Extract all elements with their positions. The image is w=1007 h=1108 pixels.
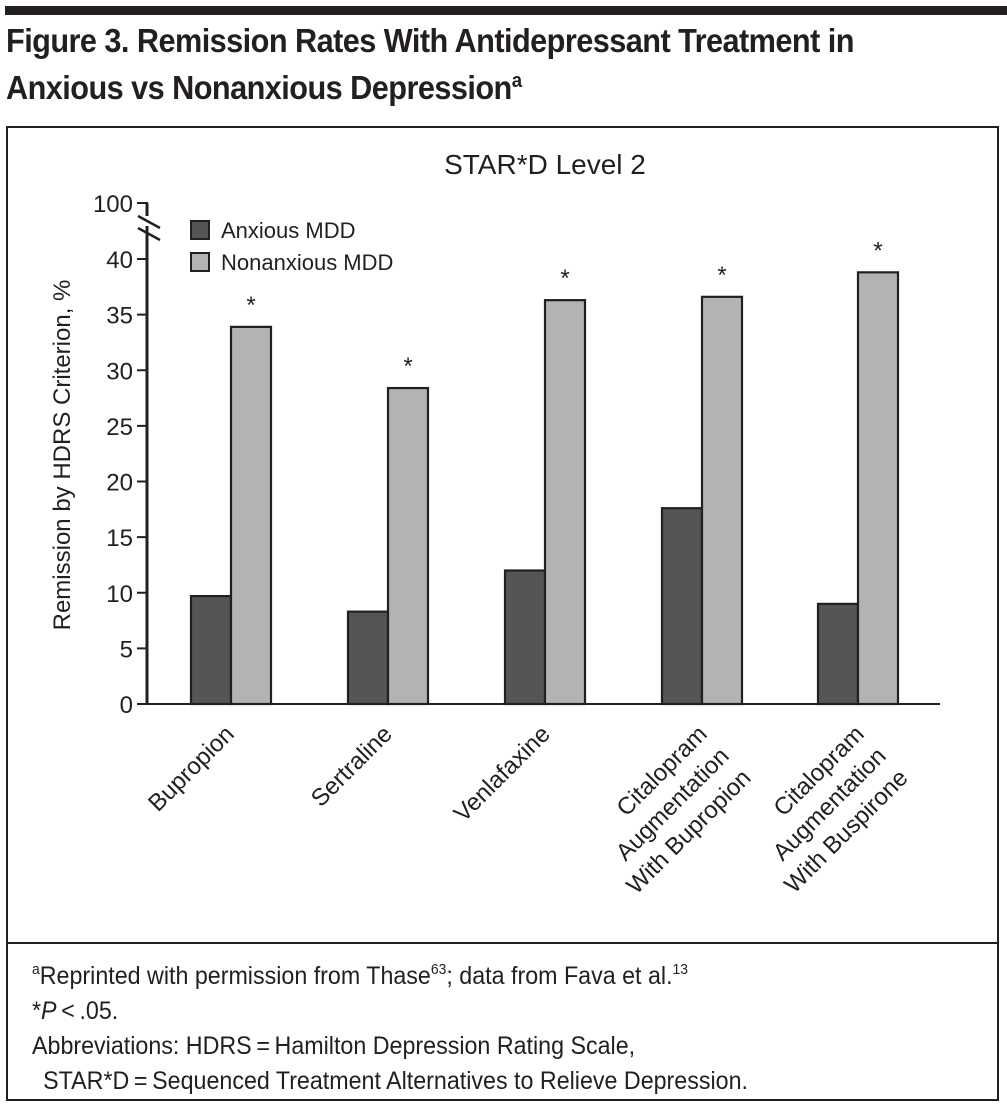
legend-swatch — [190, 220, 210, 240]
figure-frame — [6, 126, 999, 1101]
y-tick-label: 10 — [106, 581, 133, 608]
note-abbreviations: Abbreviations: HDRS = Hamilton Depressio… — [32, 1032, 636, 1060]
axis-break-mark — [137, 214, 161, 230]
bar-nonanxious — [543, 299, 587, 706]
bar-nonanxious — [700, 295, 744, 706]
y-tick-label: 20 — [106, 470, 133, 497]
top-rule — [5, 6, 1007, 15]
bar-anxious — [503, 569, 547, 706]
reference-63: 63 — [430, 961, 447, 978]
x-tick-label-group: Bupropion — [143, 721, 239, 817]
figure-title: Figure 3. Remission Rates With Antidepre… — [6, 20, 927, 108]
bars: * * * * * — [189, 237, 900, 706]
significance-marker: * — [717, 262, 726, 289]
significance-marker: * — [560, 265, 569, 292]
x-tick-label: Bupropion — [143, 721, 239, 817]
significance-marker: * — [873, 237, 882, 264]
x-tick-label-group: Sertraline — [306, 721, 398, 813]
y-tick-label: 30 — [106, 358, 133, 385]
x-tick-label-group: Venlafaxine — [449, 721, 556, 828]
y-axis-label: Remission by HDRS Criterion, % — [49, 280, 76, 631]
bar-nonanxious — [386, 386, 430, 706]
y-tick-label: 15 — [106, 525, 133, 552]
bar-anxious — [816, 602, 860, 706]
x-tick-label: Venlafaxine — [449, 721, 556, 828]
y-tick-label: 0 — [120, 692, 133, 719]
axis-break-mark — [137, 226, 161, 242]
figure-notes: aReprinted with permission from Thase63;… — [32, 952, 962, 1099]
legend-label: Anxious MDD — [221, 218, 355, 243]
bar-anxious — [660, 507, 704, 706]
bar-chart: STAR*D Level 2 Remission by HDRS Criteri… — [49, 149, 940, 900]
x-tick-label: Sertraline — [306, 721, 398, 813]
significance-marker: * — [403, 353, 412, 380]
significance-star: * — [32, 997, 42, 1025]
p-symbol: P — [41, 997, 57, 1025]
note-abbreviations-2: STAR*D = Sequenced Treatment Alternative… — [43, 1067, 748, 1095]
y-tick-label: 5 — [120, 636, 133, 663]
bar-nonanxious — [856, 271, 900, 706]
legend: Anxious MDD Nonanxious MDD — [190, 218, 393, 275]
p-threshold: < .05. — [56, 997, 119, 1025]
figure-title-line1: Figure 3. Remission Rates With Antidepre… — [6, 22, 854, 59]
y-tick-label: 40 — [106, 247, 133, 274]
y-tick-label: 100 — [93, 191, 133, 218]
note-source: aReprinted with permission from Thase63;… — [32, 952, 962, 994]
bar-anxious — [346, 610, 390, 706]
figure-title-line2: Anxious vs Nonanxious Depression — [6, 69, 512, 106]
bar-anxious — [189, 594, 233, 706]
y-tick-label: 35 — [106, 303, 133, 330]
notes-divider — [6, 942, 999, 944]
legend-label: Nonanxious MDD — [221, 250, 393, 275]
title-footnote-marker: a — [511, 70, 522, 92]
y-tick-label: 25 — [106, 414, 133, 441]
chart-title: STAR*D Level 2 — [444, 149, 646, 180]
significance-marker: * — [246, 292, 255, 319]
bar-nonanxious — [229, 325, 273, 706]
note-source-text: Reprinted with permission from Thase — [39, 962, 431, 990]
footnote-marker-a: a — [32, 961, 40, 978]
legend-swatch — [190, 252, 210, 272]
x-tick-labels: Bupropion Sertraline Venlafaxine Citalopram… — [143, 721, 913, 900]
note-source-text-2: ; data from Fava et al. — [446, 962, 673, 990]
note-significance: *P < .05. — [32, 994, 962, 1029]
reference-13: 13 — [672, 961, 689, 978]
